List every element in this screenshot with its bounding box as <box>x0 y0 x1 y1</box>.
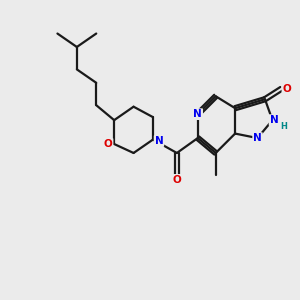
Text: O: O <box>172 175 181 185</box>
Text: N: N <box>253 133 262 143</box>
Text: N: N <box>269 115 278 125</box>
Text: H: H <box>280 122 287 131</box>
Text: O: O <box>282 84 291 94</box>
Text: N: N <box>154 136 163 146</box>
Text: N: N <box>194 109 202 119</box>
Text: O: O <box>104 139 112 149</box>
